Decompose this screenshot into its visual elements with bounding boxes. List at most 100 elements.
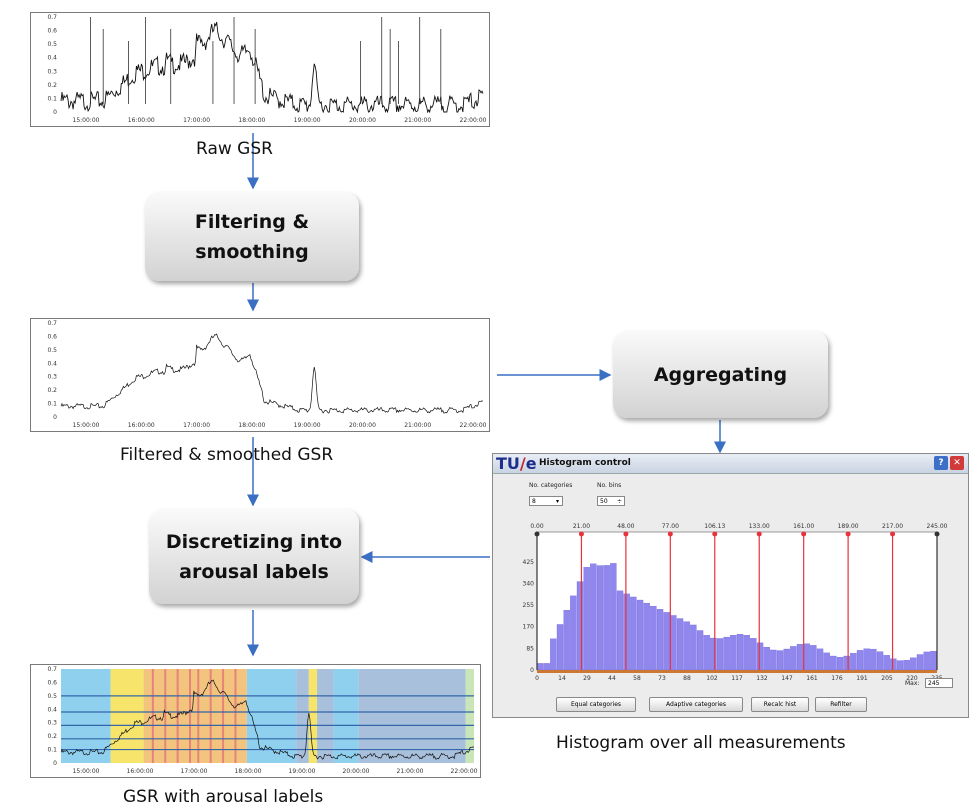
histogram-bar bbox=[883, 655, 890, 671]
histogram-bar bbox=[536, 663, 544, 671]
histogram-bar bbox=[896, 660, 904, 671]
histogram-bar bbox=[756, 642, 764, 671]
histogram-bar bbox=[736, 634, 744, 671]
histogram-bar bbox=[930, 651, 937, 671]
histogram-bar bbox=[596, 565, 604, 671]
histogram-x-tick: 147 bbox=[781, 675, 793, 682]
filtered-y-tick: 0.5 bbox=[47, 347, 57, 354]
raw-x-tick: 17:00:00 bbox=[183, 117, 210, 124]
histogram-x-tick: 73 bbox=[658, 675, 666, 682]
histogram-x-tick: 44 bbox=[608, 675, 616, 682]
filtered-y-tick: 0 bbox=[53, 414, 57, 421]
discretizing-line-1: Discretizing into bbox=[165, 530, 343, 553]
histogram-x-tick: 0 bbox=[535, 675, 539, 682]
threshold-marker-handle bbox=[801, 531, 807, 537]
no-bins-spinner[interactable]: 50 ÷ bbox=[597, 496, 625, 506]
threshold-marker-handle bbox=[890, 531, 896, 537]
labeled-gsr-line bbox=[60, 679, 475, 760]
histogram-bar bbox=[703, 635, 710, 671]
filtered-y-tick: 0.2 bbox=[47, 387, 57, 394]
histogram-x-tick: 88 bbox=[683, 675, 691, 682]
histogram-bar bbox=[610, 563, 617, 671]
arousal-band bbox=[296, 669, 309, 763]
discretizing-box: Discretizing into arousal labels bbox=[149, 509, 359, 604]
histogram-bar bbox=[663, 612, 670, 671]
threshold-marker-handle bbox=[667, 531, 673, 537]
histogram-bar bbox=[670, 615, 677, 671]
histogram-x-tick: 117 bbox=[731, 675, 743, 682]
help-icon[interactable]: ? bbox=[934, 456, 948, 470]
discretizing-line-2: arousal labels bbox=[179, 560, 329, 583]
filtered-x-tick: 22:00:00 bbox=[460, 422, 487, 429]
histogram-x-tick: 132 bbox=[756, 675, 768, 682]
histogram-y-tick: 170 bbox=[523, 624, 535, 631]
histogram-bar bbox=[730, 635, 737, 671]
histogram-y-tick: 85 bbox=[526, 645, 534, 652]
histogram-bar bbox=[590, 563, 597, 671]
close-icon[interactable]: ✕ bbox=[950, 456, 964, 470]
histogram-control-window: TU/e Histogram control ? ✕ No. categorie… bbox=[492, 453, 969, 718]
filtered-gsr-signal: 0 0.1 0.2 0.3 0.4 0.5 0.6 0.7 15:00:00 16:00:00 17… bbox=[47, 320, 487, 429]
no-categories-select[interactable]: 8 ▾ bbox=[529, 496, 563, 506]
filtered-y-tick: 0.6 bbox=[47, 333, 57, 340]
threshold-marker-label: 217.00 bbox=[882, 523, 903, 530]
threshold-marker-handle bbox=[578, 531, 584, 537]
histogram-caption: Histogram over all measurements bbox=[556, 733, 846, 753]
labeled-gsr-caption: GSR with arousal labels bbox=[123, 787, 324, 807]
histogram-titlebar: TU/e Histogram control ? ✕ bbox=[493, 454, 968, 474]
adaptive-categories-button[interactable]: Adaptive categories bbox=[649, 697, 743, 712]
max-label: Max: bbox=[905, 680, 920, 687]
recalc-hist-button[interactable]: Recalc hist bbox=[751, 697, 809, 712]
filtering-line-2: smoothing bbox=[195, 240, 309, 263]
histogram-x-tick: 102 bbox=[706, 675, 718, 682]
histogram-bar bbox=[603, 565, 610, 671]
histogram-bar bbox=[543, 663, 550, 671]
spinner-icon: ÷ bbox=[616, 498, 622, 505]
filtering-line-1: Filtering & bbox=[194, 210, 310, 233]
labeled-y-tick: 0.5 bbox=[47, 693, 57, 700]
filtering-smoothing-box: Filtering & smoothing bbox=[145, 192, 359, 281]
threshold-marker-label: 48.00 bbox=[617, 523, 634, 530]
filtered-x-tick: 15:00:00 bbox=[73, 422, 100, 429]
raw-x-tick: 22:00:00 bbox=[460, 117, 487, 124]
histogram-bar bbox=[683, 621, 690, 671]
arousal-band bbox=[246, 669, 297, 763]
histogram-chart[interactable]: 0 85 170 255 340 425 0 14 29 44 58 73 88 102 117 132 147… bbox=[493, 510, 968, 710]
labeled-x-tick: 21:00:00 bbox=[397, 768, 424, 775]
filtered-gsr-caption: Filtered & smoothed GSR bbox=[120, 445, 334, 465]
histogram-bar bbox=[856, 650, 864, 671]
histogram-bar bbox=[676, 618, 684, 671]
arousal-band bbox=[465, 669, 474, 763]
arousal-stripe bbox=[234, 669, 237, 763]
labeled-y-tick: 0.1 bbox=[47, 747, 57, 754]
arousal-band bbox=[317, 669, 334, 763]
raw-y-tick: 0.5 bbox=[47, 41, 57, 48]
histogram-bar bbox=[696, 630, 704, 671]
histogram-bar bbox=[796, 644, 804, 671]
threshold-marker-label: 133.00 bbox=[749, 523, 770, 530]
raw-y-tick: 0.4 bbox=[47, 55, 57, 62]
no-categories-label: No. categories bbox=[529, 482, 573, 489]
arousal-band bbox=[61, 669, 111, 763]
histogram-bar bbox=[870, 648, 877, 671]
histogram-y-tick: 425 bbox=[523, 559, 535, 566]
arousal-stripe bbox=[164, 669, 167, 763]
max-input[interactable]: 245 bbox=[925, 678, 953, 688]
histogram-bar bbox=[643, 602, 650, 671]
raw-y-tick: 0.2 bbox=[47, 82, 57, 89]
filtered-y-tick: 0.1 bbox=[47, 401, 57, 408]
histogram-bar bbox=[790, 646, 797, 671]
raw-gsr-caption: Raw GSR bbox=[196, 139, 273, 159]
raw-y-tick: 0 bbox=[53, 109, 57, 116]
arousal-stripe bbox=[222, 669, 225, 763]
histogram-bar bbox=[823, 652, 830, 671]
histogram-bar bbox=[783, 648, 790, 671]
filtered-gsr-line bbox=[60, 333, 484, 414]
aggregating-label: Aggregating bbox=[653, 363, 788, 386]
refilter-button[interactable]: Refilter bbox=[815, 697, 867, 712]
equal-categories-button[interactable]: Equal categories bbox=[556, 697, 636, 712]
labeled-x-tick: 17:00:00 bbox=[181, 768, 208, 775]
aggregating-box: Aggregating bbox=[613, 331, 828, 418]
raw-x-tick: 18:00:00 bbox=[238, 117, 265, 124]
labeled-x-tick: 18:00:00 bbox=[235, 768, 262, 775]
